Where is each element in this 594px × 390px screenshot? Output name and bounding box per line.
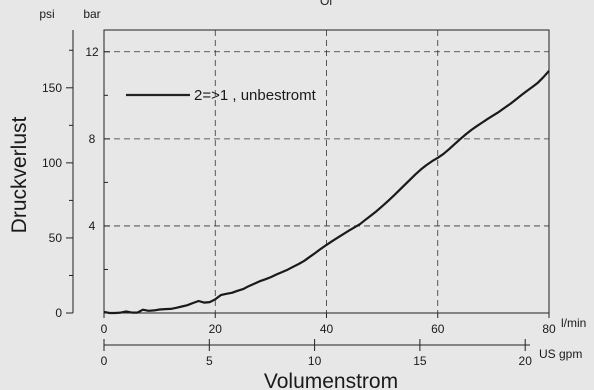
bar-tick-label: 4	[89, 219, 96, 233]
psi-tick-label: 50	[49, 231, 63, 245]
usgpm-axis: 0 5 10 15 20	[101, 339, 533, 368]
bar-unit-label: bar	[83, 7, 100, 21]
psi-tick-label: 150	[42, 81, 62, 95]
legend-label: 2=>1 , unbestromt	[194, 87, 317, 104]
bar-axis: 4 8 12	[85, 45, 110, 270]
grid	[104, 30, 549, 313]
y-axis-title: Druckverlust	[8, 116, 31, 233]
usgpm-unit-label: US gpm	[539, 347, 582, 361]
lmin-tick-label: 0	[101, 322, 108, 336]
lmin-tick-label: 60	[431, 322, 445, 336]
lmin-tick-label: 40	[320, 322, 334, 336]
psi-tick-label: 0	[55, 306, 62, 320]
psi-tick-label: 100	[42, 156, 62, 170]
lmin-tick-label: 20	[209, 322, 223, 336]
usgpm-tick-label: 20	[519, 354, 533, 368]
top-partial-text: Ol	[320, 0, 332, 8]
lmin-unit-label: l/min	[561, 316, 586, 330]
usgpm-tick-label: 5	[206, 354, 213, 368]
psi-axis: 0 50 100 150	[42, 49, 73, 320]
lmin-axis: 0 20 40 60 80	[101, 313, 556, 336]
bar-tick-label: 12	[85, 45, 99, 59]
bar-tick-label: 8	[89, 132, 96, 146]
x-axis-title: Volumenstrom	[264, 370, 398, 390]
psi-unit-label: psi	[39, 7, 54, 21]
series-line-2-1-unbestromt	[103, 70, 550, 315]
usgpm-tick-label: 10	[308, 354, 322, 368]
usgpm-tick-label: 0	[101, 354, 108, 368]
lmin-tick-label: 80	[542, 322, 556, 336]
usgpm-tick-label: 15	[413, 354, 427, 368]
